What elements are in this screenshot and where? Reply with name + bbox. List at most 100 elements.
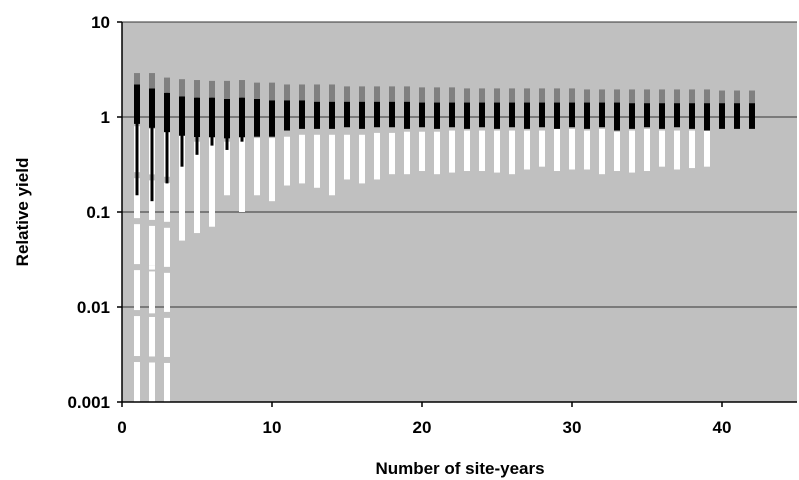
gray-range-bar (164, 77, 170, 93)
x-tick-label: 10 (263, 418, 282, 437)
white-range-bar (179, 128, 185, 241)
gray-range-bar (704, 89, 710, 104)
black-range-bar (509, 102, 515, 128)
black-range-bar (614, 102, 620, 131)
gray-range-bar (209, 80, 215, 98)
black-range-bar (344, 101, 350, 128)
black-range-bar (599, 102, 605, 128)
gray-range-bar (599, 89, 605, 103)
x-tick-label: 20 (413, 418, 432, 437)
black-range-bar (689, 103, 695, 129)
white-range-bar (404, 131, 410, 175)
black-range-bar (644, 103, 650, 128)
white-range-gap (164, 356, 170, 363)
gray-range-series (134, 73, 755, 104)
black-range-bar (179, 96, 185, 136)
black-range-bar (284, 100, 290, 131)
white-range-bar (539, 130, 545, 167)
black-range-bar (374, 101, 380, 128)
gray-range-bar (299, 84, 305, 101)
gray-range-bar (269, 82, 275, 101)
gray-range-bar (554, 88, 560, 103)
black-range-bar (749, 103, 755, 129)
gray-range-bar (374, 86, 380, 102)
white-range-gap (149, 356, 155, 363)
gray-range-bar (509, 88, 515, 103)
white-range-bar (209, 138, 215, 227)
gray-range-bar (479, 88, 485, 103)
black-range-bar (704, 103, 710, 131)
black-range-bar (569, 102, 575, 128)
white-range-bar (614, 131, 620, 172)
white-range-gap (164, 221, 170, 228)
white-outlier (149, 309, 155, 314)
gray-range-bar (449, 87, 455, 103)
gray-range-bar (584, 89, 590, 103)
black-range-bar (629, 103, 635, 129)
white-outlier (134, 253, 140, 258)
black-range-bar (554, 102, 560, 129)
white-range-bar (224, 141, 230, 196)
black-range-bar (674, 103, 680, 128)
black-range-bar (434, 102, 440, 129)
white-range-bar (494, 130, 500, 173)
black-range-bar (464, 102, 470, 129)
y-tick-label: 0.01 (77, 298, 110, 317)
gray-range-bar (434, 87, 440, 103)
gray-range-bar (134, 73, 140, 85)
black-range-bar (134, 84, 140, 124)
white-range-bar (299, 134, 305, 184)
gray-range-bar (719, 90, 725, 104)
black-range-bar (449, 102, 455, 128)
white-range-bar (599, 128, 605, 175)
black-range-bar (419, 102, 425, 128)
white-range-bar (254, 138, 260, 196)
y-tick-label: 0.001 (67, 393, 110, 412)
white-range-gap (134, 356, 140, 363)
gray-range-bar (254, 82, 260, 99)
white-outlier (134, 280, 140, 285)
white-range-bar (629, 130, 635, 173)
gray-range-bar (149, 73, 155, 89)
x-tick-label: 40 (713, 418, 732, 437)
gray-range-bar (404, 86, 410, 102)
black-range-bar (269, 100, 275, 137)
black-range-bar (329, 101, 335, 129)
gray-range-bar (179, 79, 185, 97)
gray-range-bar (359, 86, 365, 102)
white-range-bar (644, 128, 650, 172)
white-range-gap (134, 264, 140, 271)
y-tick-labels: 0.001 0.01 0.1 1 10 (67, 13, 110, 412)
black-range-bar (359, 101, 365, 129)
white-range-bar (314, 134, 320, 188)
white-range-bar (359, 134, 365, 184)
white-range-bar (149, 128, 155, 402)
white-range-bar (524, 130, 530, 170)
white-outlier (164, 262, 170, 267)
white-range-bar (389, 132, 395, 175)
white-range-bar (239, 138, 245, 212)
white-range-bar (554, 128, 560, 172)
black-range-bar (299, 100, 305, 129)
black-range-series (134, 84, 755, 202)
white-outlier (149, 280, 155, 285)
x-tick-label: 30 (563, 418, 582, 437)
gray-range-bar (689, 89, 695, 104)
gray-range-bar (419, 87, 425, 103)
white-range-bar (659, 130, 665, 167)
black-range-bar (149, 88, 155, 128)
gray-range-bar (284, 84, 290, 101)
black-range-bar (314, 101, 320, 129)
white-outlier (164, 231, 170, 236)
gray-range-bar (224, 80, 230, 99)
black-range-bar (389, 101, 395, 128)
black-range-whisker (165, 92, 169, 184)
white-range-bar (269, 138, 275, 202)
gray-range-bar (734, 90, 740, 104)
x-tick-label: 0 (117, 418, 126, 437)
white-range-bar (344, 134, 350, 180)
gray-range-bar (389, 86, 395, 102)
black-range-bar (719, 103, 725, 129)
gray-range-bar (644, 89, 650, 104)
